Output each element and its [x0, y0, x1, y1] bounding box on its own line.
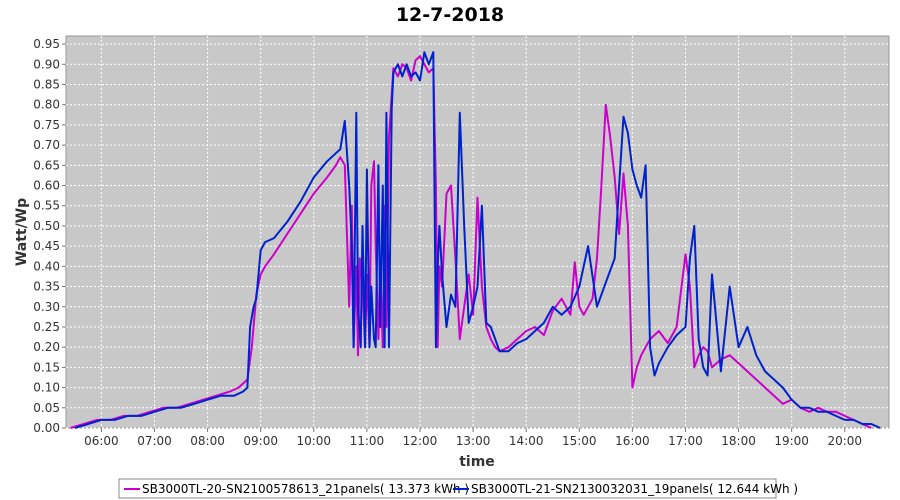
x-tick-label: 06:00	[84, 434, 119, 448]
y-tick-label: 0.40	[33, 259, 60, 273]
x-tick-label: 20:00	[827, 434, 862, 448]
y-tick-label: 0.35	[33, 280, 60, 294]
y-tick-label: 0.55	[33, 199, 60, 213]
y-tick-label: 0.15	[33, 360, 60, 374]
legend-label-1: SB3000TL-20-SN2100578613_21panels( 13.37…	[142, 482, 469, 496]
y-tick-label: 0.90	[33, 57, 60, 71]
y-tick-label: 0.00	[33, 421, 60, 435]
x-tick-label: 18:00	[721, 434, 756, 448]
legend: SB3000TL-20-SN2100578613_21panels( 13.37…	[118, 478, 798, 499]
x-axis-title: time	[459, 454, 495, 470]
x-tick-label: 14:00	[509, 434, 544, 448]
plot-area	[65, 35, 890, 429]
x-tick-label: 16:00	[615, 434, 650, 448]
x-tick-label: 11:00	[350, 434, 385, 448]
x-axis-ticks: 06:00 07:00 08:00 09:00 10:00 11:00 12:00 13:00…	[84, 428, 862, 448]
y-tick-label: 0.70	[33, 138, 60, 152]
y-tick-label: 0.60	[33, 179, 60, 193]
x-tick-label: 09:00	[243, 434, 278, 448]
series-lines	[70, 51, 881, 429]
gridlines	[66, 36, 889, 429]
y-tick-label: 0.65	[33, 158, 60, 172]
y-tick-label: 0.25	[33, 320, 60, 334]
y-axis-title: Watt/Wp	[14, 198, 30, 266]
y-tick-label: 0.30	[33, 300, 60, 314]
x-tick-label: 07:00	[137, 434, 172, 448]
series-line-1	[70, 55, 872, 429]
y-tick-label: 0.50	[33, 219, 60, 233]
series-line-2	[74, 51, 881, 429]
y-tick-label: 0.45	[33, 239, 60, 253]
legend-label-2: SB3000TL-21-SN2130032031_19panels( 12.64…	[471, 482, 798, 496]
x-tick-label: 10:00	[296, 434, 331, 448]
y-tick-label: 0.80	[33, 98, 60, 112]
y-tick-label: 0.95	[33, 37, 60, 51]
legend-box	[118, 478, 777, 499]
y-tick-label: 0.75	[33, 118, 60, 132]
y-tick-label: 0.20	[33, 340, 60, 354]
x-tick-label: 13:00	[456, 434, 491, 448]
y-axis-ticks: 0.00 0.05 0.10 0.15 0.20 0.25 0.30 0.35 0.40 0.45…	[33, 37, 66, 435]
x-tick-label: 12:00	[403, 434, 438, 448]
x-tick-label: 17:00	[668, 434, 703, 448]
x-tick-label: 15:00	[562, 434, 597, 448]
x-tick-label: 19:00	[774, 434, 809, 448]
chart-title: 12-7-2018	[396, 4, 504, 26]
y-tick-label: 0.05	[33, 401, 60, 415]
y-tick-label: 0.10	[33, 381, 60, 395]
x-tick-label: 08:00	[190, 434, 225, 448]
y-tick-label: 0.85	[33, 77, 60, 91]
